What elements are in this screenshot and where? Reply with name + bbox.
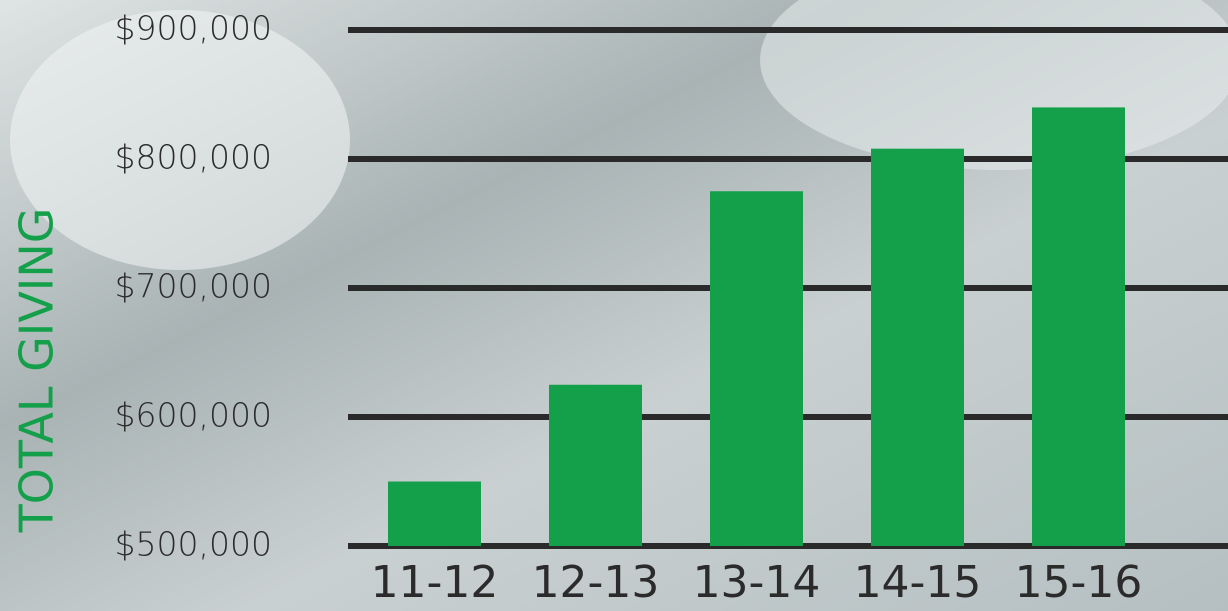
x-tick-label: 14-15 (854, 557, 982, 608)
bar (549, 384, 642, 546)
y-tick-label: $700,000 (115, 267, 272, 306)
x-tick-label: 15-16 (1015, 557, 1143, 608)
x-tick-label: 12-13 (532, 557, 660, 608)
bar (871, 148, 964, 546)
y-tick-label: $500,000 (115, 525, 272, 564)
bar (1032, 107, 1125, 547)
y-tick-label: $900,000 (115, 9, 272, 48)
y-axis-title: TOTAL GIVING (10, 208, 64, 534)
x-tick-label: 11-12 (371, 557, 499, 608)
bar (388, 481, 481, 546)
background-shape (10, 10, 350, 270)
y-tick-label: $600,000 (115, 396, 272, 435)
y-tick-label: $800,000 (115, 138, 272, 177)
x-tick-label: 13-14 (693, 557, 821, 608)
bar (710, 191, 803, 546)
